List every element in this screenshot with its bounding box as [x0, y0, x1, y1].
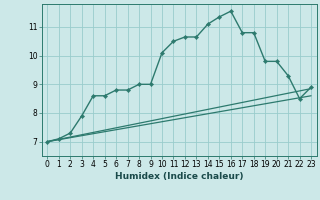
X-axis label: Humidex (Indice chaleur): Humidex (Indice chaleur)	[115, 172, 244, 181]
